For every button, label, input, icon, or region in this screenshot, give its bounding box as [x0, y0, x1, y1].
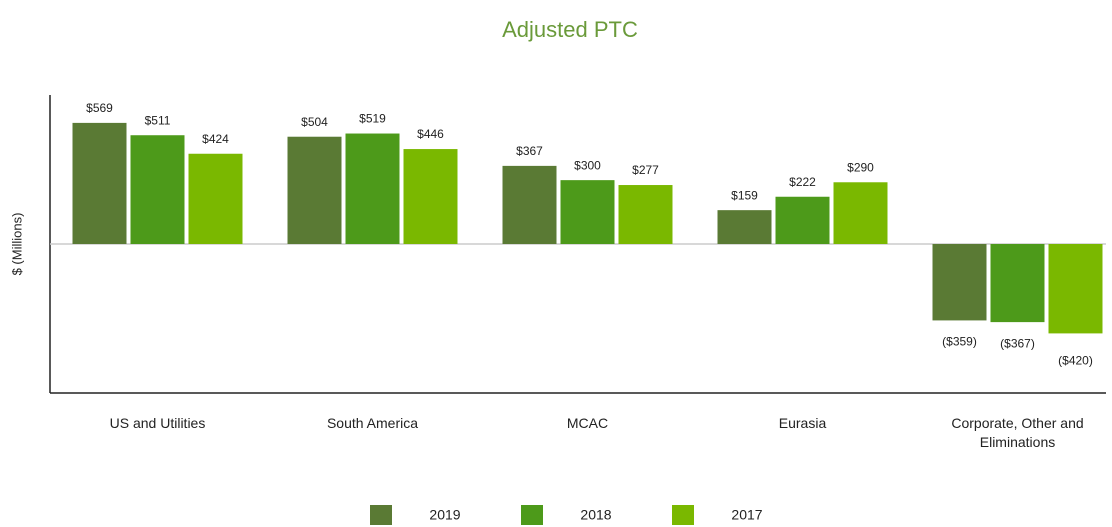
bar [1048, 244, 1103, 334]
x-tick-label: Corporate, Other and Eliminations [951, 415, 1084, 450]
bar [345, 133, 400, 244]
value-label: $159 [731, 188, 758, 202]
value-label: $290 [847, 160, 874, 174]
bar [990, 244, 1045, 323]
x-tick-label: US and Utilities [109, 415, 206, 431]
legend-swatch [521, 505, 543, 525]
x-tick-label: MCAC [566, 415, 609, 431]
bar [717, 210, 772, 244]
value-label: $222 [789, 175, 816, 189]
legend-label: 2019 [429, 507, 460, 523]
legend-label: 2017 [731, 507, 762, 523]
value-label: $300 [574, 158, 601, 172]
legend-label: 2018 [580, 507, 611, 523]
value-label: $519 [359, 112, 386, 126]
value-label: $424 [202, 132, 229, 146]
bar [833, 182, 888, 244]
value-label: $504 [301, 115, 328, 129]
value-label: ($420) [1058, 354, 1093, 368]
value-label: $569 [86, 101, 113, 115]
bar [403, 149, 458, 244]
bar [775, 196, 830, 244]
value-label: $367 [516, 144, 543, 158]
value-label: $446 [417, 127, 444, 141]
value-label: $511 [145, 113, 171, 127]
bar [932, 244, 987, 321]
value-label: ($367) [1000, 336, 1035, 350]
x-tick-label: Eurasia [778, 415, 827, 431]
bar [188, 153, 243, 244]
chart-title: Adjusted PTC [502, 17, 638, 42]
bar [130, 135, 185, 244]
x-tick-label: South America [326, 415, 419, 431]
legend-swatch [370, 505, 392, 525]
legend-swatch [672, 505, 694, 525]
bar [560, 180, 615, 244]
bar [72, 122, 127, 244]
value-label: ($359) [942, 335, 977, 349]
bar [502, 165, 557, 244]
bar [287, 136, 342, 244]
y-axis-label: $ (Millions) [9, 213, 24, 276]
value-label: $277 [632, 163, 659, 177]
bar [618, 185, 673, 244]
